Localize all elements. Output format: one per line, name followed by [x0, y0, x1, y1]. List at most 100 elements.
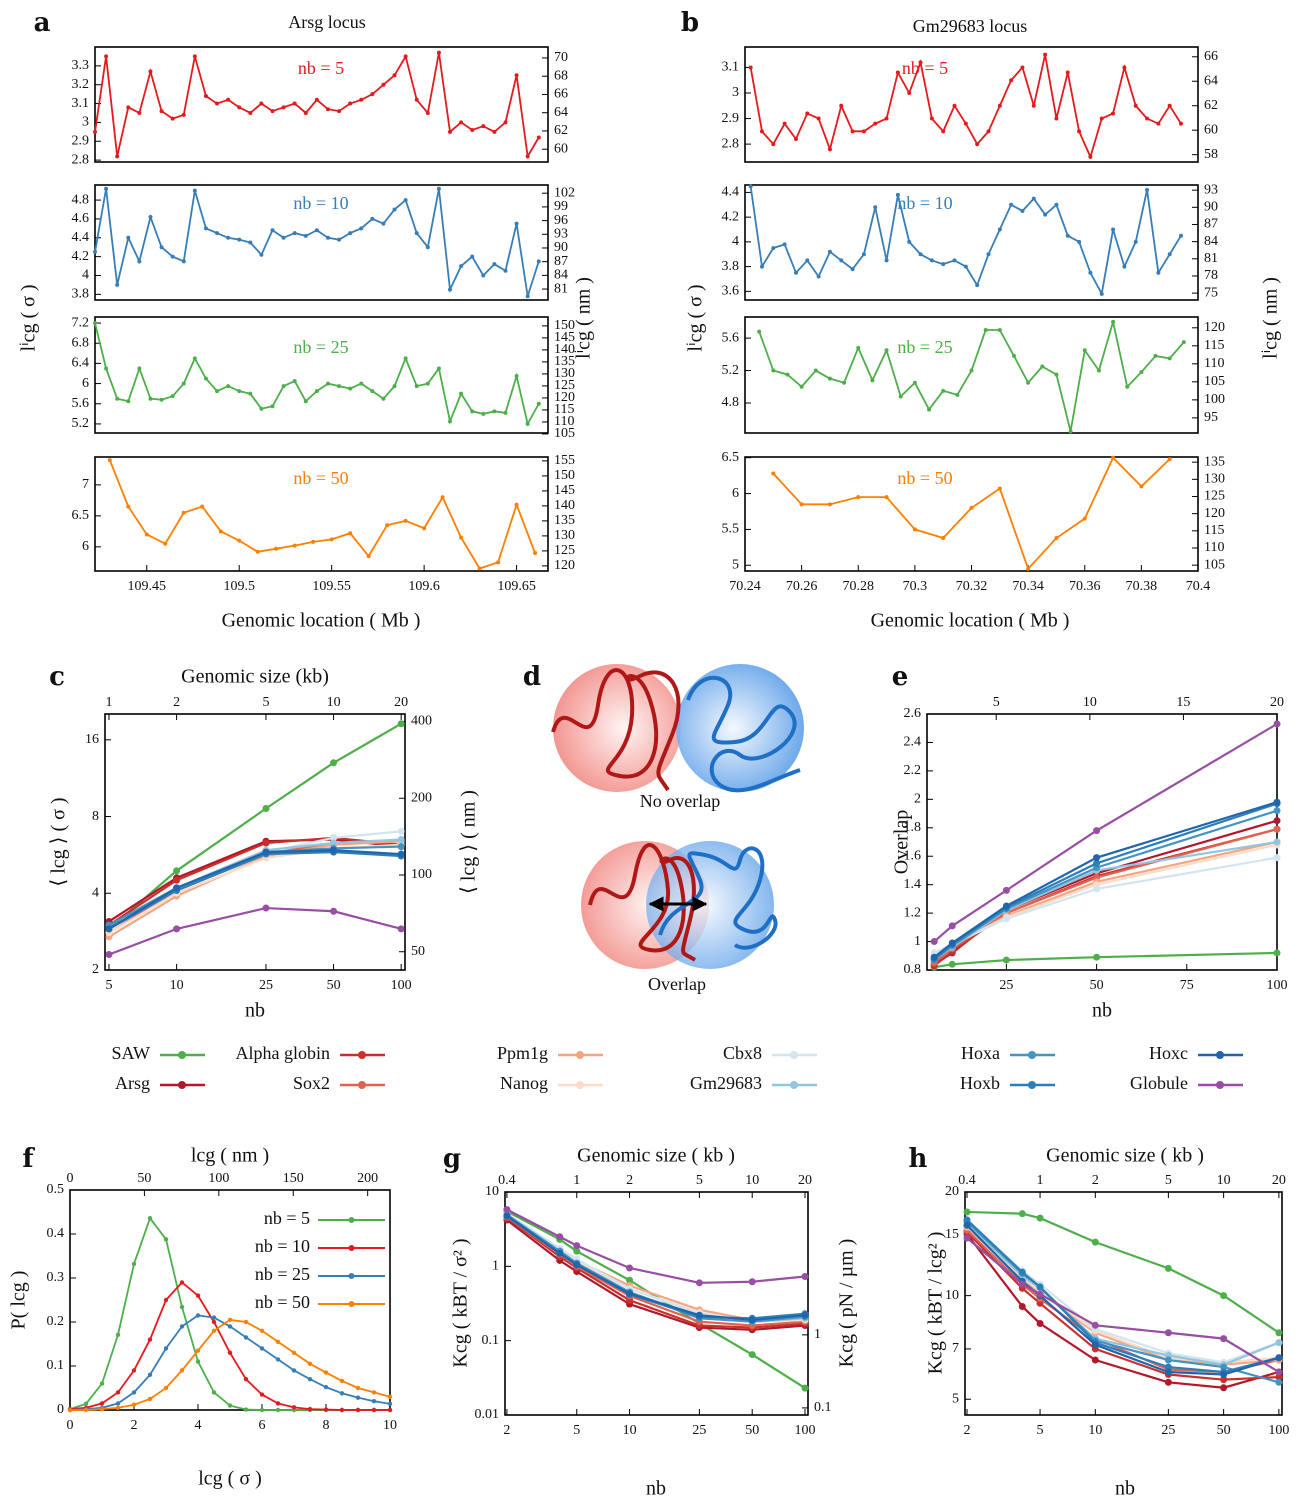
- x-tick-label: 70.38: [1126, 579, 1158, 594]
- point: [514, 374, 519, 379]
- y-tick-label: 6.5: [72, 508, 90, 523]
- point: [291, 1350, 297, 1356]
- point: [782, 242, 787, 247]
- point: [1040, 364, 1045, 369]
- point: [997, 227, 1002, 232]
- x-tick-label: 50: [745, 1423, 759, 1438]
- point: [1139, 370, 1144, 375]
- point: [850, 267, 855, 272]
- point: [963, 264, 968, 269]
- point: [348, 531, 353, 536]
- x2-tick-label: 5: [696, 1173, 703, 1188]
- point: [159, 245, 164, 250]
- point: [816, 274, 821, 279]
- point: [325, 235, 330, 240]
- point: [1036, 1283, 1044, 1291]
- y-tick-label: 1: [914, 934, 921, 949]
- point: [248, 240, 253, 245]
- point: [1068, 429, 1073, 434]
- y2-tick-label: 115: [1204, 523, 1224, 538]
- point: [179, 1280, 185, 1285]
- point: [414, 97, 419, 102]
- point: [1273, 854, 1281, 862]
- series-line: [506, 1219, 806, 1331]
- point: [163, 1346, 169, 1351]
- plot-frame: [744, 316, 1199, 434]
- point: [226, 384, 231, 389]
- point: [147, 1396, 153, 1402]
- point: [918, 60, 923, 65]
- point: [403, 54, 408, 59]
- plot-frame: [744, 184, 1199, 301]
- point: [227, 1403, 233, 1408]
- point: [1018, 1268, 1026, 1276]
- y2-tick-label: 130: [554, 528, 575, 543]
- point: [1145, 187, 1150, 192]
- point: [1036, 1214, 1044, 1222]
- point: [159, 109, 164, 114]
- point: [270, 404, 275, 409]
- x-tick-label: 100: [1267, 978, 1288, 993]
- point: [425, 110, 430, 115]
- point: [274, 546, 279, 551]
- point: [1026, 566, 1031, 571]
- y2-tick-label: 60: [554, 141, 568, 156]
- series-line: [108, 906, 402, 956]
- point: [503, 268, 508, 273]
- legend-label: Hoxb: [960, 1073, 1000, 1093]
- point: [759, 129, 764, 134]
- y2-tick-label: 90: [1204, 200, 1218, 215]
- y-tick-label: 4: [82, 268, 89, 283]
- y2-tick-label: 66: [554, 87, 568, 102]
- point: [370, 92, 375, 97]
- annotation: nb = 50: [293, 468, 348, 488]
- x-tick-label: 25: [259, 978, 273, 993]
- point: [355, 1395, 361, 1400]
- point: [115, 282, 120, 287]
- point: [1275, 1354, 1283, 1362]
- point: [986, 129, 991, 134]
- point: [948, 922, 956, 930]
- point: [215, 389, 220, 394]
- legend-label: nb = 10: [255, 1236, 310, 1256]
- x2-tick-label: 5: [1165, 1173, 1172, 1188]
- y2-tick-label: 58: [1204, 147, 1218, 162]
- point: [459, 535, 464, 540]
- point: [884, 348, 889, 353]
- x-tick-label: 70.34: [1012, 579, 1044, 594]
- point: [381, 396, 386, 401]
- y2-tick-label: 130: [554, 366, 575, 381]
- point: [307, 1377, 313, 1382]
- series-line: [966, 1231, 1279, 1381]
- point: [292, 101, 297, 106]
- point: [107, 458, 112, 463]
- point: [459, 120, 464, 125]
- y-tick-label: 6.8: [72, 335, 90, 350]
- point: [1220, 1384, 1228, 1392]
- y2-tick-label: 135: [554, 354, 575, 369]
- point: [873, 205, 878, 210]
- point: [963, 1221, 971, 1229]
- y-tick-label: 1: [492, 1259, 499, 1274]
- legend-marker: [1216, 1051, 1224, 1059]
- y-tick-label: 5: [732, 557, 739, 572]
- point: [307, 1406, 313, 1412]
- y2-tick-label: 125: [1204, 489, 1225, 504]
- y-tick-label: 3.3: [72, 58, 90, 73]
- point: [536, 401, 541, 406]
- red-chain: [588, 843, 697, 962]
- y-axis-label: Kcg ( kBT / lcg² ): [925, 1232, 947, 1375]
- point: [1220, 1363, 1228, 1371]
- point: [211, 1328, 217, 1334]
- point: [1093, 854, 1101, 862]
- y2-tick-label: 64: [554, 105, 568, 120]
- point: [339, 1378, 345, 1384]
- point: [237, 237, 242, 242]
- point: [137, 110, 142, 115]
- y2-tick-label: 140: [554, 342, 575, 357]
- y-tick-label: 3.8: [722, 259, 740, 274]
- point: [963, 1208, 971, 1216]
- series-line: [933, 809, 1278, 961]
- x-tick-label: 4: [195, 1418, 202, 1433]
- y-tick-label: 7.2: [72, 315, 90, 330]
